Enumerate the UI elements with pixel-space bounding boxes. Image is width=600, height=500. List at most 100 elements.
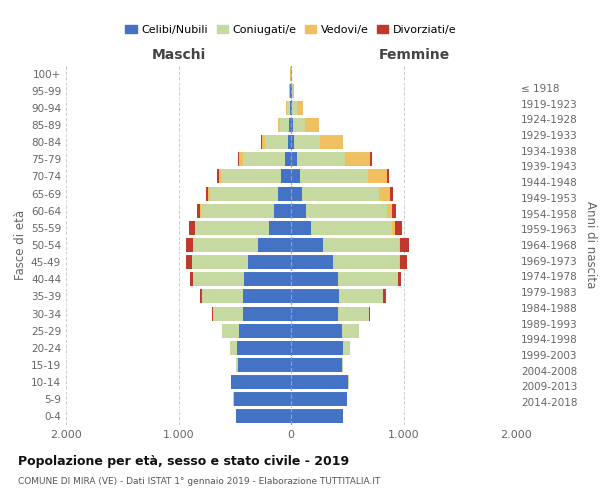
Bar	[297, 101, 304, 115]
Bar	[286, 152, 291, 166]
Bar	[305, 118, 319, 132]
Bar	[237, 341, 291, 355]
Bar	[291, 101, 292, 115]
Bar	[323, 238, 399, 252]
Bar	[200, 290, 202, 304]
Bar	[290, 101, 291, 115]
Bar	[186, 255, 192, 269]
Bar	[338, 272, 398, 286]
Bar	[277, 118, 280, 132]
Legend: Celibi/Nubili, Coniugati/e, Vedovi/e, Divorziati/e: Celibi/Nubili, Coniugati/e, Vedovi/e, Di…	[121, 20, 461, 39]
Bar	[291, 135, 295, 149]
Bar	[291, 392, 347, 406]
Bar	[193, 238, 259, 252]
Bar	[289, 118, 291, 132]
Bar	[399, 238, 400, 252]
Bar	[302, 186, 379, 200]
Bar	[221, 170, 281, 183]
Text: COMUNE DI MIRA (VE) - Dati ISTAT 1° gennaio 2019 - Elaborazione TUTTITALIA.IT: COMUNE DI MIRA (VE) - Dati ISTAT 1° genn…	[18, 478, 380, 486]
Bar	[232, 375, 291, 389]
Bar	[292, 101, 297, 115]
Bar	[223, 324, 239, 338]
Bar	[370, 152, 371, 166]
Bar	[217, 170, 219, 183]
Bar	[400, 238, 409, 252]
Bar	[343, 341, 349, 355]
Bar	[291, 118, 293, 132]
Bar	[202, 290, 242, 304]
Bar	[332, 255, 399, 269]
Bar	[291, 341, 343, 355]
Bar	[236, 410, 291, 424]
Bar	[269, 221, 291, 235]
Bar	[212, 306, 214, 320]
Bar	[291, 410, 343, 424]
Text: Popolazione per età, sesso e stato civile - 2019: Popolazione per età, sesso e stato civil…	[18, 455, 349, 468]
Bar	[305, 204, 386, 218]
Bar	[242, 152, 286, 166]
Bar	[392, 221, 395, 235]
Bar	[291, 238, 323, 252]
Bar	[291, 272, 338, 286]
Bar	[242, 290, 291, 304]
Bar	[390, 186, 393, 200]
Bar	[242, 306, 291, 320]
Bar	[259, 238, 291, 252]
Bar	[206, 186, 208, 200]
Bar	[392, 204, 395, 218]
Text: Femmine: Femmine	[379, 48, 451, 62]
Bar	[277, 186, 291, 200]
Bar	[230, 341, 237, 355]
Bar	[197, 204, 200, 218]
Y-axis label: Fasce di età: Fasce di età	[14, 210, 27, 280]
Bar	[200, 204, 201, 218]
Bar	[293, 84, 294, 98]
Bar	[248, 255, 291, 269]
Text: Maschi: Maschi	[151, 48, 206, 62]
Bar	[383, 290, 386, 304]
Bar	[291, 358, 341, 372]
Bar	[368, 306, 370, 320]
Bar	[338, 306, 368, 320]
Bar	[311, 221, 392, 235]
Bar	[238, 358, 291, 372]
Bar	[238, 152, 239, 166]
Bar	[291, 186, 302, 200]
Bar	[210, 186, 277, 200]
Bar	[291, 290, 340, 304]
Bar	[208, 186, 210, 200]
Bar	[292, 84, 293, 98]
Bar	[291, 204, 305, 218]
Bar	[341, 324, 359, 338]
Bar	[190, 272, 193, 286]
Bar	[201, 204, 274, 218]
Bar	[219, 170, 221, 183]
Bar	[192, 255, 248, 269]
Bar	[291, 255, 332, 269]
Y-axis label: Anni di nascita: Anni di nascita	[584, 202, 597, 288]
Bar	[265, 135, 287, 149]
Bar	[287, 101, 290, 115]
Bar	[233, 392, 291, 406]
Bar	[287, 135, 291, 149]
Bar	[379, 186, 390, 200]
Bar	[386, 204, 392, 218]
Bar	[320, 135, 343, 149]
Bar	[340, 290, 383, 304]
Bar	[398, 272, 401, 286]
Bar	[291, 152, 296, 166]
Bar	[214, 306, 242, 320]
Bar	[286, 101, 287, 115]
Bar	[193, 272, 244, 286]
Bar	[386, 170, 389, 183]
Bar	[186, 238, 193, 252]
Bar	[291, 170, 300, 183]
Bar	[400, 255, 407, 269]
Bar	[293, 118, 305, 132]
Bar	[291, 306, 338, 320]
Bar	[291, 221, 311, 235]
Bar	[236, 358, 238, 372]
Bar	[239, 152, 242, 166]
Bar	[274, 204, 291, 218]
Bar	[291, 324, 341, 338]
